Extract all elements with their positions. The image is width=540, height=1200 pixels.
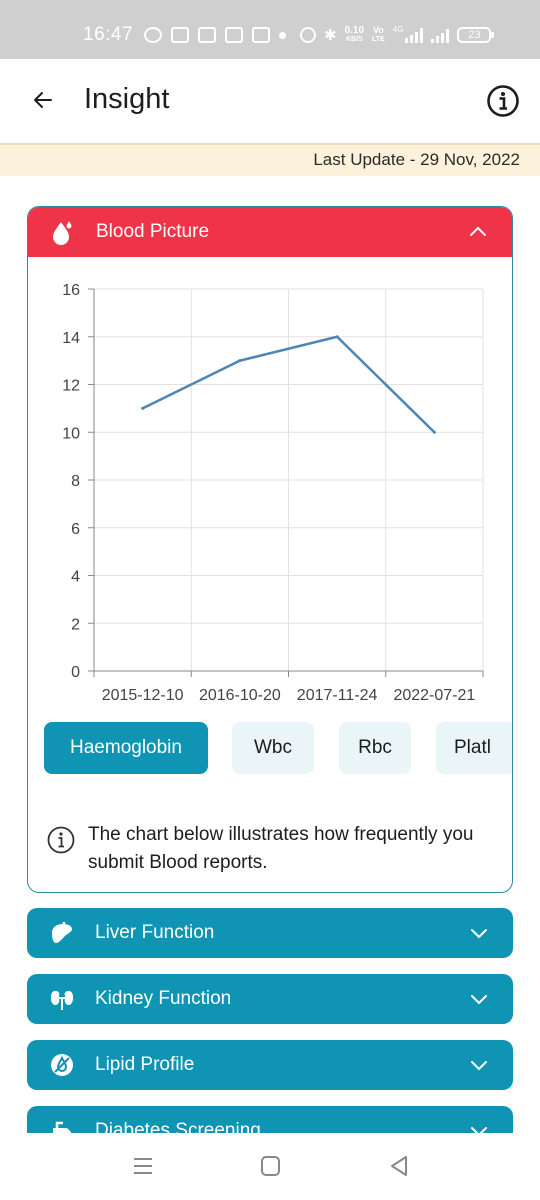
blood-picture-card: Blood Picture 0 2 4 6 8 10 12 14 16 2015-12-10 201…: [27, 206, 513, 893]
y-tick-label: 10: [62, 425, 80, 442]
y-tick-label: 12: [62, 378, 80, 395]
diabetes-screening-title: Diabetes Screening: [95, 1120, 261, 1133]
info-outline-icon: [46, 825, 76, 855]
home-button[interactable]: [256, 1153, 286, 1179]
x-tick-label: 2015-12-10: [102, 687, 184, 704]
back-button[interactable]: [26, 83, 60, 117]
liver-function-card[interactable]: Liver Function: [27, 908, 513, 958]
tab-haemoglobin[interactable]: Haemoglobin: [44, 722, 208, 774]
liver-icon: [49, 920, 75, 946]
y-tick-label: 6: [71, 521, 80, 538]
blood-picture-header[interactable]: Blood Picture: [28, 207, 512, 257]
last-update-text: Last Update - 29 Nov, 2022: [313, 150, 520, 170]
system-nav-bar: [0, 1133, 540, 1200]
y-tick-label: 16: [62, 282, 80, 299]
diabetes-icon: [49, 1118, 75, 1133]
kidney-function-card[interactable]: Kidney Function: [27, 974, 513, 1024]
haemoglobin-line-chart: 0 2 4 6 8 10 12 14 16 2015-12-10 2016-10-20 2017-11…: [28, 257, 513, 717]
lipid-profile-title: Lipid Profile: [95, 1054, 194, 1076]
content-area: Insight Last Update - 29 Nov, 2022 Blood…: [0, 0, 540, 1133]
info-button[interactable]: [486, 84, 520, 118]
chevron-down-icon: [469, 989, 489, 1009]
lipid-profile-card[interactable]: Lipid Profile: [27, 1040, 513, 1090]
blood-drop-icon: [50, 219, 74, 245]
data-point: [141, 407, 144, 410]
y-tick-label: 4: [71, 569, 80, 586]
back-nav-button[interactable]: [384, 1153, 414, 1179]
x-tick-label: 2022-07-21: [393, 687, 475, 704]
data-point: [336, 335, 339, 338]
tab-rbc[interactable]: Rbc: [339, 722, 411, 774]
x-tick-label: 2016-10-20: [199, 687, 281, 704]
blood-picture-title: Blood Picture: [96, 221, 209, 243]
chevron-down-icon: [469, 1055, 489, 1075]
chevron-up-icon: [468, 222, 488, 242]
tab-wbc[interactable]: Wbc: [232, 722, 314, 774]
page-title: Insight: [84, 83, 169, 116]
chevron-down-icon: [469, 1121, 489, 1133]
y-tick-label: 8: [71, 473, 80, 490]
data-point: [433, 431, 436, 434]
kidney-icon: [49, 986, 75, 1012]
app-bar: Insight: [0, 59, 540, 143]
kidney-function-title: Kidney Function: [95, 988, 231, 1010]
tab-platl[interactable]: Platl: [436, 722, 513, 774]
x-tick-label: 2017-11-24: [297, 687, 378, 704]
y-tick-label: 0: [71, 664, 80, 681]
chart-info-text: The chart below illustrates how frequent…: [88, 821, 508, 877]
diabetes-screening-card[interactable]: Diabetes Screening: [27, 1106, 513, 1133]
chevron-down-icon: [469, 923, 489, 943]
blood-test-tabs: Haemoglobin Wbc Rbc Platl: [28, 722, 513, 776]
liver-function-title: Liver Function: [95, 922, 214, 944]
info-icon: [486, 84, 520, 118]
lipid-icon: [49, 1052, 75, 1078]
y-tick-label: 2: [71, 616, 80, 633]
recent-apps-button[interactable]: [128, 1153, 158, 1179]
last-update-bar: Last Update - 29 Nov, 2022: [0, 143, 540, 176]
y-tick-label: 14: [62, 330, 80, 347]
data-point: [238, 359, 241, 362]
back-arrow-icon: [33, 91, 53, 109]
